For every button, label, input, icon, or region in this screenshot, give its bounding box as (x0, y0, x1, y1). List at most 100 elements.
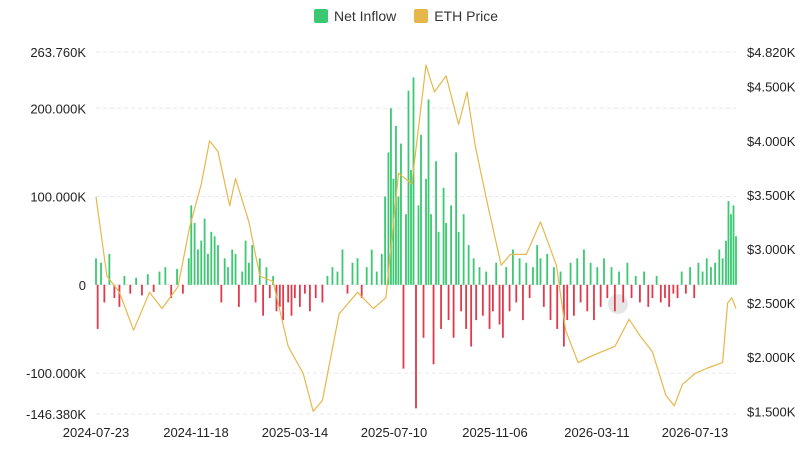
inflow-bar (485, 271, 488, 285)
inflow-bar (103, 284, 106, 303)
inflow-bar (146, 274, 149, 285)
inflow-bar (668, 284, 671, 307)
inflow-bar (392, 178, 395, 285)
inflow-bar (596, 267, 599, 285)
inflow-bar (387, 152, 390, 285)
inflow-bar (684, 284, 687, 294)
inflow-bar (559, 271, 562, 285)
inflow-bar (457, 231, 460, 285)
inflow-bar (689, 267, 691, 285)
inflow-bar (427, 99, 430, 285)
inflow-bar (462, 214, 465, 285)
inflow-bar (618, 271, 620, 285)
inflow-bar (515, 284, 518, 303)
inflow-bar (450, 205, 452, 285)
inflow-bar (278, 284, 281, 307)
x-tick-label: 2025-03-14 (262, 425, 329, 440)
inflow-bar (420, 134, 422, 285)
inflow-bar (356, 258, 359, 285)
legend-item-eth-price[interactable]: ETH Price (414, 8, 498, 24)
inflow-bar (237, 284, 240, 307)
inflow-bar (231, 249, 234, 285)
x-tick-label: 2025-11-06 (462, 425, 528, 440)
inflow-bar (407, 90, 410, 285)
inflow-bar (452, 284, 455, 338)
inflow-bar (341, 249, 344, 285)
x-tick-label: 2025-07-10 (361, 425, 428, 440)
inflow-bar (135, 277, 138, 285)
inflow-bar (430, 214, 432, 285)
inflow-bar (542, 284, 545, 307)
inflow-bar (491, 284, 494, 312)
inflow-bar (247, 262, 250, 285)
inflow-bar (455, 152, 458, 285)
inflow-bar (265, 267, 268, 285)
inflow-bar (181, 284, 184, 294)
inflow-bar (566, 284, 569, 321)
inflow-bar (390, 108, 392, 285)
inflow-bar (710, 267, 712, 285)
inflow-bar (556, 284, 559, 329)
inflow-bar (445, 223, 447, 285)
y-right-tick-label: $1.500K (747, 404, 796, 419)
inflow-bar (370, 249, 373, 285)
inflow-bar (200, 240, 203, 285)
inflow-bar (718, 249, 721, 285)
inflow-bar (672, 284, 675, 294)
inflow-bar (213, 236, 216, 285)
inflow-bar (303, 284, 306, 294)
y-left-tick-label: 200.000K (30, 101, 86, 116)
inflow-bar (380, 253, 383, 285)
inflow-bar (210, 231, 213, 285)
inflow-bar (472, 258, 475, 285)
inflow-bar (569, 262, 572, 285)
legend-swatch-net-inflow (313, 9, 328, 23)
inflow-bar (400, 143, 402, 285)
inflow-bar (251, 245, 254, 285)
inflow-bar (287, 284, 290, 303)
inflow-bar (664, 284, 666, 299)
y-right-tick-label: $4.000K (747, 134, 796, 149)
inflow-bar (217, 245, 219, 285)
inflow-bar (532, 267, 534, 285)
inflow-bar (290, 284, 293, 316)
inflow-bar (193, 223, 196, 285)
inflow-bar (705, 258, 708, 285)
x-tick-label: 2026-03-11 (564, 425, 630, 440)
inflow-bar (397, 196, 400, 285)
inflow-bar (326, 275, 329, 285)
inflow-bar (203, 218, 206, 285)
inflow-bar (676, 284, 679, 299)
inflow-bar (410, 170, 412, 285)
x-tick-label: 2026-07-13 (662, 425, 729, 440)
inflow-bar (298, 284, 301, 307)
inflow-bar (647, 284, 650, 307)
inflow-bar (375, 271, 378, 285)
inflow-bar (732, 205, 735, 285)
inflow-bar (417, 205, 420, 285)
legend-item-net-inflow[interactable]: Net Inflow (313, 8, 396, 24)
inflow-bar (508, 284, 511, 312)
inflow-bar (435, 161, 437, 285)
inflow-bar (321, 284, 324, 303)
inflow-bar (693, 284, 696, 299)
inflow-bar (735, 236, 737, 285)
inflow-bar (659, 284, 662, 303)
inflow-bar (725, 240, 727, 285)
inflow-bar (405, 214, 407, 285)
y-right-tick-label: $4.500K (747, 80, 796, 95)
inflow-bar (579, 284, 582, 303)
inflow-bar (432, 284, 435, 365)
inflow-bar (528, 284, 531, 299)
inflow-bar (467, 245, 470, 285)
inflow-bar (415, 284, 417, 409)
legend-label-eth-price: ETH Price (434, 8, 499, 24)
inflow-bar (360, 284, 363, 299)
inflow-bar (576, 258, 579, 285)
inflow-bar (603, 258, 605, 285)
inflow-bar (220, 284, 223, 303)
inflow-bar (610, 267, 613, 285)
inflow-bar (583, 249, 585, 285)
y-right-tick-label: $3.500K (747, 188, 796, 203)
